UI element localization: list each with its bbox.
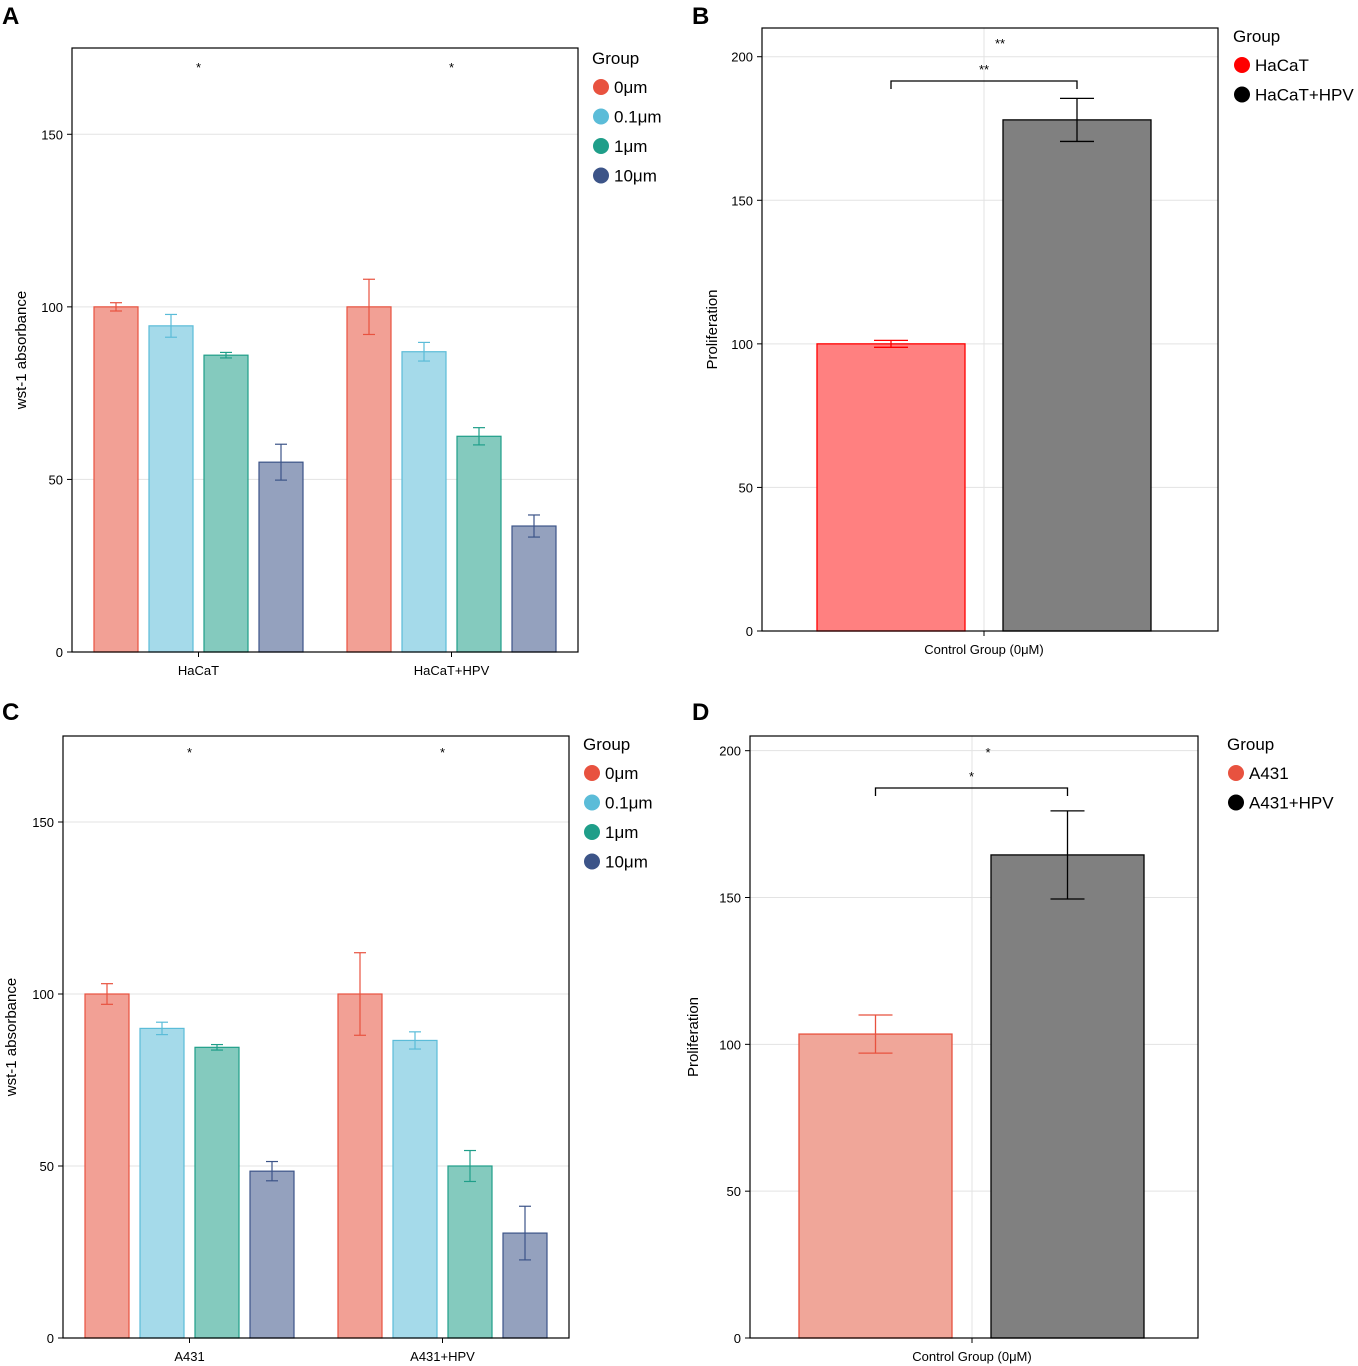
panel-c-xtick-label-0: A431 — [174, 1349, 204, 1364]
panel-d-xlabel: Control Group (0μM) — [912, 1349, 1031, 1364]
panel-a-ytick-label-0: 0 — [56, 645, 63, 660]
panel-d-legend-swatch-1 — [1228, 794, 1244, 811]
panel-d-legend-label-1: A431+HPV — [1249, 794, 1334, 813]
panel-c-legend-title: Group — [583, 735, 630, 754]
panel-b-xlabel: Control Group (0μM) — [924, 642, 1043, 657]
panel-c-significance-0: * — [187, 745, 192, 760]
panel-b-ytick-label-1: 50 — [739, 480, 753, 495]
panel-c-ytick-label-3: 150 — [32, 815, 54, 830]
panel-c-bar-0-2 — [194, 1046, 240, 1339]
panel-b-ytick-label-3: 150 — [731, 193, 753, 208]
panel-c-bar-1-2 — [447, 1165, 493, 1339]
panel-c-bar-1-0 — [337, 993, 383, 1339]
panel-b-legend-swatch-1 — [1234, 86, 1250, 103]
panel-a-bar-1-2 — [456, 435, 502, 653]
panel-b-bar-1 — [1002, 119, 1152, 632]
panel-c-legend-swatch-2 — [584, 824, 600, 840]
panel-c: C A431 A431+HPV * * 0 50 100 150 wst-1 absorbanc… — [2, 699, 653, 1364]
panel-d-bar-0 — [798, 1033, 953, 1339]
panel-a-xtick-label-1: HaCaT+HPV — [414, 663, 490, 678]
panel-c-legend-label-3: 10μm — [605, 853, 648, 872]
panel-a-ytick-label-3: 150 — [41, 127, 63, 142]
panel-b-ytick-label-4: 200 — [731, 50, 753, 65]
panel-a-bar-1-0 — [346, 306, 392, 653]
panel-a-legend-label-3: 10μm — [614, 167, 657, 186]
panel-b-legend-label-0: HaCaT — [1255, 56, 1309, 75]
panel-b-ytick-label-0: 0 — [746, 624, 753, 639]
panel-c-ylabel: wst-1 absorbance — [3, 978, 20, 1097]
panel-c-plot-frame — [62, 735, 570, 1339]
panel-b-label: B — [692, 3, 709, 30]
panel-c-xtick-label-1: A431+HPV — [410, 1349, 475, 1364]
panel-a-plot-frame — [71, 47, 579, 653]
panel-a-legend-label-0: 0μm — [614, 78, 647, 97]
panel-c-legend-label-1: 0.1μm — [605, 794, 653, 813]
panel-d-bar-1 — [990, 854, 1145, 1339]
panel-b-significance-bracket — [890, 80, 1078, 89]
panel-d-label: D — [692, 699, 709, 726]
panel-c-legend-label-0: 0μm — [605, 764, 638, 783]
panel-a-legend-swatch-2 — [593, 138, 609, 154]
panel-a: A HaCaT HaCaT+HPV * * 0 50 100 150 wst-1 absorba… — [2, 3, 662, 678]
panel-b-bar-0 — [816, 343, 966, 632]
panel-c-bar-0-0 — [84, 993, 130, 1339]
panel-b-plot-frame — [761, 27, 1219, 632]
panel-d-ylabel: Proliferation — [685, 997, 702, 1077]
panel-c-label: C — [2, 699, 19, 726]
panel-c-ytick-label-1: 50 — [40, 1159, 54, 1174]
panel-d-legend-label-0: A431 — [1249, 764, 1289, 783]
panel-b-ytick-label-2: 100 — [731, 337, 753, 352]
panel-b: B ** ** Control Group (0μM) 0 50 100 150 200 Pro… — [692, 3, 1354, 657]
panel-a-significance-0: * — [196, 60, 201, 75]
panel-d-ytick-label-2: 100 — [719, 1037, 741, 1052]
panel-c-bar-0-3 — [249, 1170, 295, 1339]
panel-b-ylabel: Proliferation — [704, 289, 721, 369]
panel-a-legend-swatch-1 — [593, 108, 609, 125]
panel-a-bar-0-0 — [93, 306, 139, 653]
panel-a-significance-1: * — [449, 60, 454, 75]
panel-c-significance-1: * — [440, 745, 445, 760]
panel-d-bracket-label: * — [969, 769, 974, 784]
panel-c-legend-swatch-0 — [584, 765, 600, 781]
panel-b-bracket-label: ** — [979, 62, 989, 77]
panel-c-bar-1-1 — [392, 1039, 438, 1339]
panel-a-bar-0-3 — [258, 461, 304, 653]
panel-a-bar-0-1 — [148, 325, 194, 653]
panel-d-ytick-label-0: 0 — [734, 1331, 741, 1346]
panel-d-plot-frame — [749, 735, 1199, 1339]
panel-a-ytick-label-2: 100 — [41, 300, 63, 315]
panel-d: D * * Control Group (0μM) 0 50 100 150 200 Proli… — [685, 699, 1334, 1364]
panel-a-bar-0-2 — [203, 354, 249, 653]
panel-a-bar-1-1 — [401, 351, 447, 653]
panel-c-ytick-label-0: 0 — [47, 1331, 54, 1346]
panel-b-legend-swatch-0 — [1234, 57, 1250, 73]
panel-c-legend-label-2: 1μm — [605, 823, 638, 842]
panel-c-ytick-label-2: 100 — [32, 987, 54, 1002]
panel-c-legend-swatch-1 — [584, 794, 600, 811]
panel-d-significance-bracket — [874, 787, 1069, 796]
panel-d-legend-title: Group — [1227, 735, 1274, 754]
panel-d-significance-0: * — [985, 745, 990, 760]
panel-c-bar-0-1 — [139, 1027, 185, 1339]
panel-a-ytick-label-1: 50 — [49, 472, 63, 487]
panel-b-significance-0: ** — [995, 36, 1005, 51]
panel-a-legend-swatch-3 — [593, 167, 609, 184]
panel-d-ytick-label-3: 150 — [719, 891, 741, 906]
panel-d-ytick-label-4: 200 — [719, 744, 741, 759]
panel-a-legend-swatch-0 — [593, 79, 609, 95]
panel-a-ylabel: wst-1 absorbance — [13, 291, 30, 410]
panel-a-label: A — [2, 3, 19, 30]
panel-d-ytick-label-1: 50 — [727, 1184, 741, 1199]
panel-c-legend-swatch-3 — [584, 853, 600, 870]
panel-a-legend-label-2: 1μm — [614, 137, 647, 156]
panel-b-legend-title: Group — [1233, 27, 1280, 46]
panel-a-legend-title: Group — [592, 49, 639, 68]
panel-b-legend-label-1: HaCaT+HPV — [1255, 86, 1354, 105]
panel-a-bar-1-3 — [511, 525, 557, 653]
panel-a-xtick-label-0: HaCaT — [178, 663, 219, 678]
panel-a-legend-label-1: 0.1μm — [614, 108, 662, 127]
panel-d-legend-swatch-0 — [1228, 765, 1244, 781]
